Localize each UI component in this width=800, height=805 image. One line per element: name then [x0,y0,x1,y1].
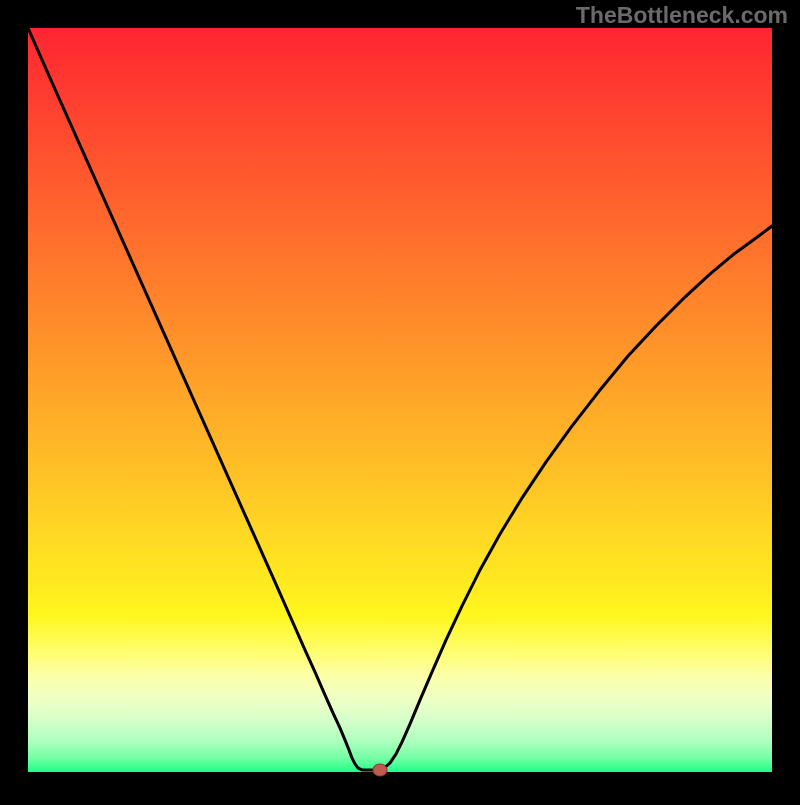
optimal-point-marker [373,764,387,776]
chart-svg [0,0,800,800]
plot-background [28,28,772,772]
bottleneck-chart [0,0,800,805]
watermark-text: TheBottleneck.com [576,2,788,29]
